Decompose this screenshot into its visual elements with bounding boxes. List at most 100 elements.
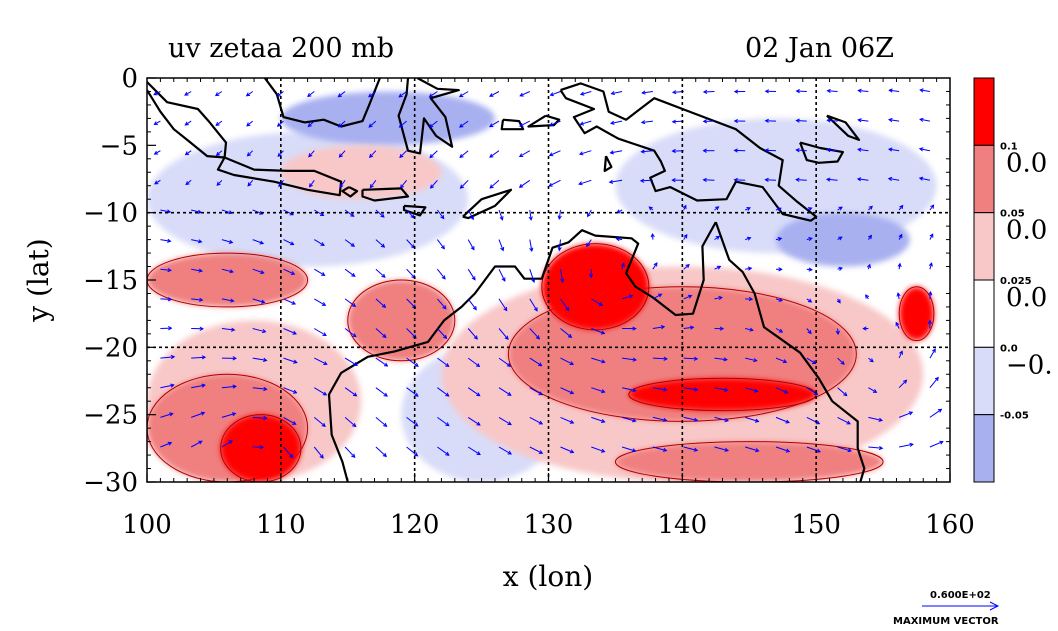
wind-vector-head [320,242,325,246]
wind-vector [252,298,265,303]
wind-vector-head [263,386,268,392]
wind-vector [621,416,636,422]
wind-vector [339,150,346,158]
wind-vector [919,177,931,181]
wind-vector-head [351,272,356,277]
wind-vector-head [489,153,494,158]
wind-vector-head [414,392,419,397]
wind-vector [221,209,233,214]
wind-vector-head [569,449,575,454]
wind-vector-head [927,319,933,324]
wind-vector-head [489,123,494,128]
wind-vector-head [919,117,924,122]
wind-vector-head [785,419,790,424]
wind-vector-head [443,334,448,340]
wind-vector [339,180,346,188]
wind-vector [406,446,418,457]
wind-vector-head [778,328,784,333]
wind-vector-head [764,177,769,183]
wind-vector [549,120,561,126]
wind-vector [652,293,662,300]
wind-vector-head [472,306,477,311]
wind-vector [919,148,930,152]
wind-vector [375,387,388,397]
wind-vector-head [628,294,634,299]
wind-vector [837,387,848,396]
wind-vector-head [535,335,541,340]
wind-vector-head [445,422,450,427]
wind-vector [858,148,869,152]
wind-vector-head [538,362,543,367]
wind-vector [467,446,481,456]
wind-vector [498,268,506,282]
wind-vector [806,416,820,425]
wind-vector [247,179,254,187]
wind-vector [858,119,869,122]
wind-vector-head [690,325,695,330]
wind-vector [283,239,294,245]
wind-vector-head [724,447,730,452]
wind-vector [375,239,385,248]
wind-vector-head [414,362,419,367]
wind-vector-head [579,121,585,126]
wind-vector [185,150,192,156]
wind-vector-head [503,306,508,312]
wind-vector-head [919,88,924,93]
wind-vector-head [663,356,668,361]
wind-vector-head [569,390,575,395]
wind-vector [858,90,869,92]
wind-vector-head [878,445,884,451]
wind-vector-head [398,93,403,98]
wind-vector [344,209,354,217]
wind-vector [160,298,172,300]
wind-vector [775,446,790,452]
wind-vector [560,328,572,338]
wind-vector-head [878,417,884,422]
wind-vector [652,262,658,270]
wind-vector [827,90,838,92]
wind-vector [191,268,203,272]
wind-vector-head [724,387,729,392]
coastline [216,156,343,197]
wind-vector [652,446,667,452]
wind-vector-head [339,183,344,189]
wind-vector-head [898,233,903,239]
wind-vector [314,387,327,396]
wind-vector [368,120,377,128]
wind-vector [368,91,377,98]
wind-vector [806,328,812,334]
wind-vector [591,298,603,306]
wind-vector-head [887,176,893,182]
wind-vector [429,120,438,128]
wind-vector-head [229,269,234,274]
wind-vector-head [169,412,174,417]
wind-vector-head [937,408,943,413]
vector-key: 0.600E+02 MAXIMUM VECTOR [893,590,1000,627]
wind-vector-head [292,421,297,425]
wind-vector-head [632,418,637,423]
wind-vector [406,239,415,249]
wind-vector-head [507,421,512,426]
wind-vector [895,322,900,329]
wind-vector-head [290,241,295,246]
wind-vector-head [476,421,481,426]
wind-vector-head [567,333,573,338]
wind-vector [160,384,174,389]
wind-vector-head [197,239,203,244]
wind-vector-head [808,207,813,212]
wind-vector-head [414,422,419,427]
wind-vector [221,412,236,418]
wind-vector-head [519,122,524,127]
wind-vector [745,416,759,422]
wind-vector-head [167,267,172,273]
wind-vector [160,442,172,448]
wind-vector [277,120,284,127]
wind-vector-head [170,354,176,360]
wind-vector [436,209,445,219]
wind-vector [560,357,574,365]
wind-vector-head [867,234,873,240]
wind-vector [160,413,173,418]
wind-vector [775,416,790,424]
wind-vector-head [808,237,813,242]
